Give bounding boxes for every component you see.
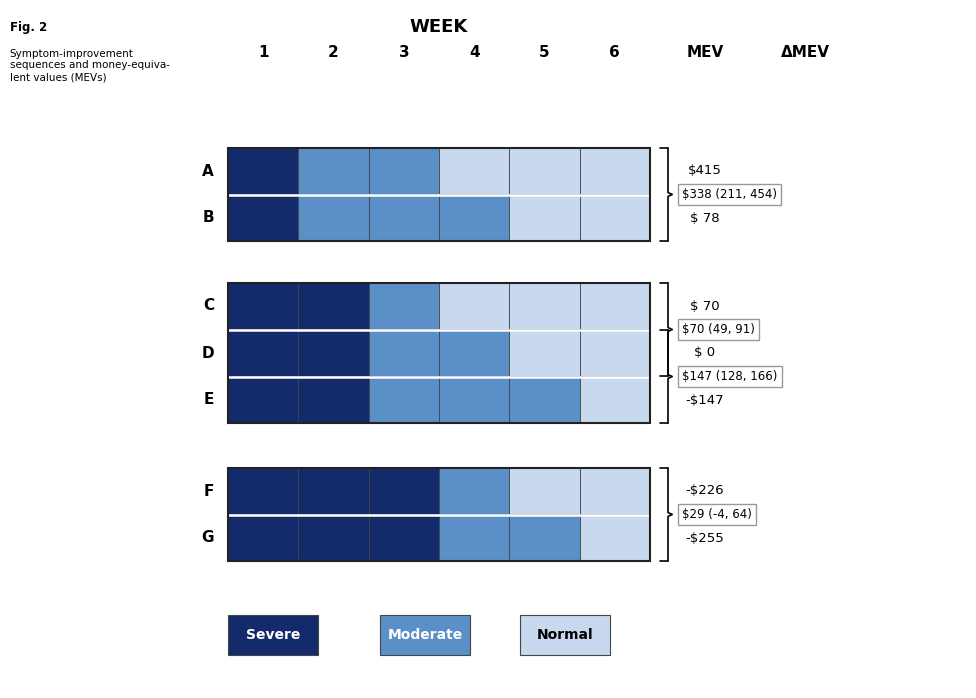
Bar [228,377,299,423]
Bar [369,283,439,329]
Bar [369,195,439,241]
Bar [580,377,650,423]
Bar [299,468,369,514]
Bar [228,615,318,655]
Text: E: E [204,392,214,408]
Bar [228,283,299,329]
Text: $ 78: $ 78 [690,211,720,225]
Bar [228,468,650,561]
Text: 5: 5 [539,45,549,60]
Bar [380,615,470,655]
Bar [439,283,509,329]
Text: $29 (-4, 64): $29 (-4, 64) [682,508,752,521]
Bar [509,515,580,561]
Bar [509,195,580,241]
Text: F: F [204,484,214,498]
Bar [299,515,369,561]
Text: 2: 2 [328,45,339,60]
Bar [228,330,299,376]
Text: 4: 4 [468,45,479,60]
Text: Moderate: Moderate [387,628,463,642]
Bar [299,195,369,241]
Bar [369,330,439,376]
Text: $415: $415 [688,165,722,177]
Text: G: G [201,530,214,546]
Bar [228,468,299,514]
Text: -$255: -$255 [685,531,724,544]
Text: 3: 3 [398,45,409,60]
Bar [509,377,580,423]
Text: $147 (128, 166): $147 (128, 166) [682,370,777,383]
Bar [439,468,509,514]
Bar [299,330,369,376]
Bar [228,283,650,423]
Text: Severe: Severe [246,628,301,642]
Bar [299,148,369,194]
Text: WEEK: WEEK [410,18,468,36]
Bar [228,195,299,241]
Text: D: D [201,346,214,360]
Bar [580,283,650,329]
Text: -$226: -$226 [686,484,724,498]
Text: Fig. 2: Fig. 2 [10,21,47,34]
Text: $ 70: $ 70 [690,299,720,313]
Bar [299,283,369,329]
Bar [439,377,509,423]
Bar [369,515,439,561]
Bar [580,195,650,241]
Text: 6: 6 [609,45,620,60]
Bar [509,468,580,514]
Bar [580,148,650,194]
Bar [509,148,580,194]
Text: Symptom-improvement
sequences and money-equiva-
lent values (MEVs): Symptom-improvement sequences and money-… [10,49,170,82]
Bar [439,195,509,241]
Bar [580,468,650,514]
Bar [228,515,299,561]
Text: A: A [202,163,214,179]
Text: $338 (211, 454): $338 (211, 454) [682,188,777,201]
Bar [299,377,369,423]
Text: MEV: MEV [686,45,723,60]
Bar [439,515,509,561]
Bar [509,330,580,376]
Bar [228,148,650,241]
Text: Normal: Normal [537,628,593,642]
Text: B: B [202,211,214,225]
Text: $ 0: $ 0 [695,346,715,359]
Text: -$147: -$147 [686,394,724,406]
Text: 1: 1 [258,45,268,60]
Bar [580,330,650,376]
Bar [509,283,580,329]
Bar [580,515,650,561]
Bar [369,148,439,194]
Bar [520,615,610,655]
Bar [369,468,439,514]
Bar [228,148,299,194]
Bar [369,377,439,423]
Bar [439,148,509,194]
Text: $70 (49, 91): $70 (49, 91) [682,323,754,336]
Text: C: C [203,299,214,313]
Text: ΔMEV: ΔMEV [781,45,830,60]
Bar [439,330,509,376]
